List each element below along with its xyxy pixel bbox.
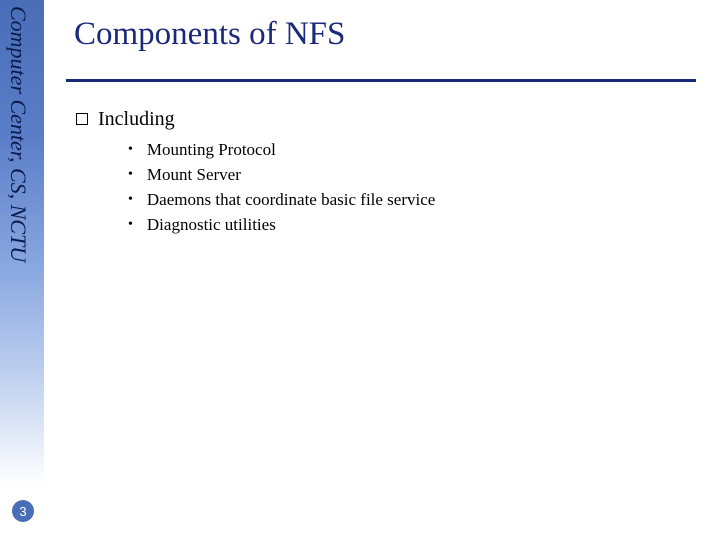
- page-number-badge: 3: [12, 500, 34, 522]
- level1-text: Including: [98, 108, 175, 131]
- content-area: Including • Mounting Protocol • Mount Se…: [76, 108, 708, 236]
- title-underline: [66, 79, 696, 82]
- dot-bullet-icon: •: [128, 164, 133, 186]
- bullet-level2-list: • Mounting Protocol • Mount Server • Dae…: [128, 139, 708, 236]
- list-item-text: Daemons that coordinate basic file servi…: [147, 189, 435, 211]
- main-content: Components of NFS Including • Mounting P…: [66, 0, 708, 239]
- list-item: • Daemons that coordinate basic file ser…: [128, 189, 708, 211]
- checkbox-bullet-icon: [76, 113, 88, 125]
- list-item: • Mount Server: [128, 164, 708, 186]
- bullet-level1: Including: [76, 108, 708, 131]
- dot-bullet-icon: •: [128, 189, 133, 211]
- dot-bullet-icon: •: [128, 139, 133, 161]
- list-item: • Mounting Protocol: [128, 139, 708, 161]
- list-item-text: Mounting Protocol: [147, 139, 276, 161]
- sidebar: Computer Center, CS, NCTU: [0, 0, 44, 540]
- page-number: 3: [19, 504, 26, 519]
- list-item: • Diagnostic utilities: [128, 214, 708, 236]
- slide-title: Components of NFS: [74, 16, 708, 53]
- sidebar-label: Computer Center, CS, NCTU: [5, 6, 31, 262]
- list-item-text: Diagnostic utilities: [147, 214, 276, 236]
- list-item-text: Mount Server: [147, 164, 241, 186]
- dot-bullet-icon: •: [128, 214, 133, 236]
